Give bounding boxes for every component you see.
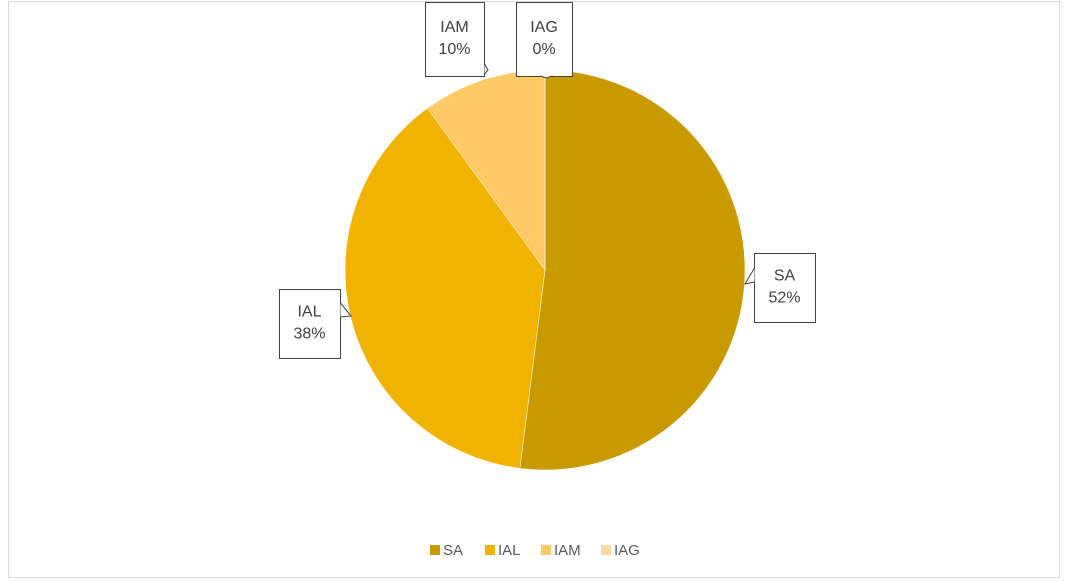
legend-swatch <box>541 545 551 555</box>
data-label-pointer <box>484 63 489 75</box>
data-label-box <box>754 253 816 323</box>
data-label-category: IAG <box>530 19 558 36</box>
data-label-value: 10% <box>438 41 470 58</box>
data-label-value: 0% <box>532 41 555 58</box>
legend-swatch <box>601 545 611 555</box>
legend-swatch <box>430 545 440 555</box>
pie-slice <box>519 69 746 471</box>
data-label-box <box>279 289 341 359</box>
legend-label: IAG <box>614 542 640 559</box>
legend-label: IAL <box>498 542 521 559</box>
data-label-pointer <box>743 267 755 285</box>
legend-label: IAM <box>554 542 581 559</box>
data-label-category: IAL <box>297 304 321 321</box>
data-label-box <box>516 2 573 77</box>
pie-slice <box>344 107 546 469</box>
legend-swatch <box>485 545 495 555</box>
data-label-category: SA <box>774 268 796 285</box>
data-label-box <box>425 2 485 77</box>
data-label-pointer <box>540 75 553 79</box>
data-label-value: 38% <box>293 326 325 343</box>
data-label-category: IAM <box>440 19 468 36</box>
legend-label: SA <box>443 542 463 559</box>
data-label-pointer <box>340 302 352 318</box>
data-label-value: 52% <box>768 290 800 307</box>
